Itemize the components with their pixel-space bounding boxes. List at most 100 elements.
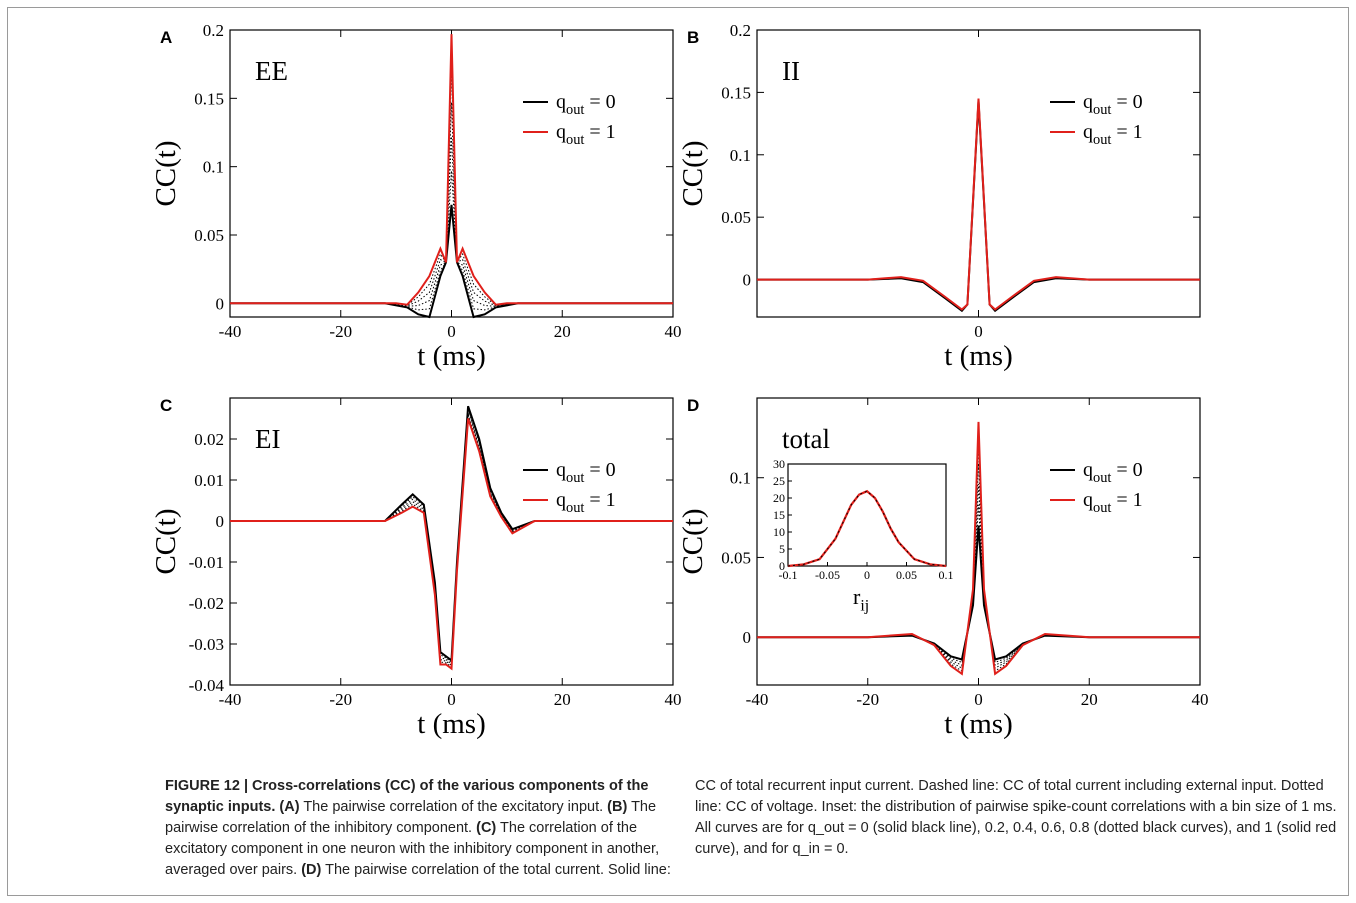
inset-x-tick-label: 0.1	[939, 568, 954, 582]
x-tick-label: -40	[219, 690, 242, 709]
legend-entry: qout = 0	[1083, 91, 1143, 118]
inset-y-tick-label: 20	[773, 491, 785, 505]
panel-c: C -0.04 -0.03 -0.02 -0.01 0 0.01 0.02 -40 -20 0 20 4…	[150, 396, 682, 740]
y-tick-label: -0.01	[189, 553, 224, 572]
x-tick-label: 40	[665, 690, 682, 709]
y-tick-label: 0.05	[721, 548, 751, 567]
plot-frame	[229, 397, 674, 686]
x-tick-label: -20	[329, 690, 352, 709]
dotted-curve	[230, 413, 673, 667]
x-tick-label: -40	[219, 322, 242, 341]
panel-d: D 0 0.05 0.1 -40 -20 0 20 40 t (ms) CC(t) total qout…	[677, 396, 1209, 740]
legend-entry: qout = 1	[1083, 121, 1143, 148]
x-axis-label: t (ms)	[944, 340, 1012, 372]
y-tick-label: -0.03	[189, 635, 224, 654]
curve-q-out-0	[230, 405, 673, 663]
y-tick-label: 0.1	[730, 146, 751, 165]
y-tick-label: 0.2	[730, 21, 751, 40]
y-tick-label: -0.04	[189, 676, 225, 695]
y-tick-label: 0	[216, 294, 225, 313]
caption-left: FIGURE 12 | Cross-correlations (CC) of t…	[165, 776, 680, 881]
x-tick-label: 0	[974, 690, 983, 709]
y-tick-label: 0	[743, 271, 752, 290]
plot-frame	[756, 29, 1201, 318]
x-axis-label: t (ms)	[944, 708, 1012, 740]
y-tick-label: 0.15	[721, 83, 751, 102]
curve-q-out-1	[230, 418, 673, 671]
legend-entry: qout = 0	[1083, 459, 1143, 486]
x-tick-label: 0	[447, 690, 456, 709]
y-axis-label: CC(t)	[677, 140, 709, 206]
panel-letter: B	[687, 28, 699, 47]
figure-frame	[7, 7, 1349, 896]
x-tick-label: -20	[856, 690, 879, 709]
caption-right: CC of total recurrent input current. Das…	[695, 776, 1345, 860]
dotted-curve	[230, 170, 673, 311]
x-tick-label: 40	[1192, 690, 1209, 709]
inset-frame	[787, 463, 947, 567]
inset-curve-q-out-0	[787, 490, 947, 567]
dotted-curve	[230, 408, 673, 663]
inset-y-tick-label: 25	[773, 474, 785, 488]
caption-a-tag: (A)	[279, 799, 300, 815]
y-axis-label: CC(t)	[150, 508, 182, 574]
x-tick-label: 40	[665, 322, 682, 341]
y-tick-label: 0	[743, 628, 752, 647]
caption-c-tag: (C)	[476, 820, 497, 836]
caption-d-tag: (D)	[301, 862, 322, 878]
panel-a: A 0 0.05 0.1 0.15 0.2 -40 -20 0 20 40 t (ms) CC(t) EE…	[150, 21, 682, 372]
caption-d-text: The pairwise correlation of the total cu…	[321, 862, 671, 878]
legend-entry: qout = 1	[1083, 489, 1143, 516]
inset-y-tick-label: 15	[773, 508, 785, 522]
inset-x-tick-label: -0.1	[779, 568, 798, 582]
dotted-curve	[230, 410, 673, 665]
caption-b-text: The pairwise correlation of the inhibito…	[165, 799, 657, 836]
curve-q-out-1	[757, 421, 1200, 676]
panel-letter: C	[160, 396, 172, 415]
legend-entry: qout = 0	[556, 459, 616, 486]
caption-a-text: The pairwise correlation of the excitato…	[299, 799, 608, 815]
inset-x-tick-label: 0.05	[896, 568, 917, 582]
legend-entry: qout = 1	[556, 489, 616, 516]
x-tick-label: -40	[746, 690, 769, 709]
inset-y-tick-label: 5	[779, 542, 785, 556]
caption-title: FIGURE 12 | Cross-correlations (CC) of t…	[165, 778, 649, 815]
y-tick-label: 0.01	[194, 471, 224, 490]
panel-label: II	[782, 56, 800, 86]
dotted-curve	[757, 504, 1200, 664]
inset-x-axis-label: rij	[853, 584, 869, 615]
x-axis-label: t (ms)	[417, 708, 485, 740]
y-tick-label: 0.2	[203, 21, 224, 40]
inset-x-tick-label: -0.05	[815, 568, 840, 582]
y-axis-label: CC(t)	[677, 508, 709, 574]
y-tick-label: 0.1	[730, 469, 751, 488]
panel-letter: D	[687, 396, 699, 415]
y-tick-label: 0	[216, 512, 225, 531]
y-tick-label: 0.1	[203, 158, 224, 177]
x-tick-label: 20	[554, 690, 571, 709]
legend-entry: qout = 0	[556, 91, 616, 118]
curve-q-out-0	[230, 204, 673, 319]
x-tick-label: 0	[974, 322, 983, 341]
caption-c-text: The correlation of the excitatory compon…	[165, 820, 660, 878]
panel-label: EI	[255, 424, 280, 454]
caption-b-tag: (B)	[607, 799, 628, 815]
inset-y-tick-label: 30	[773, 457, 785, 471]
panel-letter: A	[160, 28, 172, 47]
y-tick-label: 0.05	[721, 208, 751, 227]
dotted-curve	[230, 136, 673, 307]
panel-label: total	[782, 424, 830, 454]
dotted-curve	[757, 484, 1200, 666]
legend-entry: qout = 1	[556, 121, 616, 148]
curve-q-out-1	[230, 34, 673, 306]
x-tick-label: 20	[1081, 690, 1098, 709]
x-tick-label: 20	[554, 322, 571, 341]
y-tick-label: 0.02	[194, 430, 224, 449]
inset: -0.1 -0.05 0 0.05 0.1 0 5 10 15 20 25 30 rij	[773, 457, 954, 615]
inset-x-tick-label: 0	[864, 568, 870, 582]
curve-q-out-1	[757, 98, 1200, 311]
y-tick-label: 0.15	[194, 89, 224, 108]
x-axis-label: t (ms)	[417, 340, 485, 372]
